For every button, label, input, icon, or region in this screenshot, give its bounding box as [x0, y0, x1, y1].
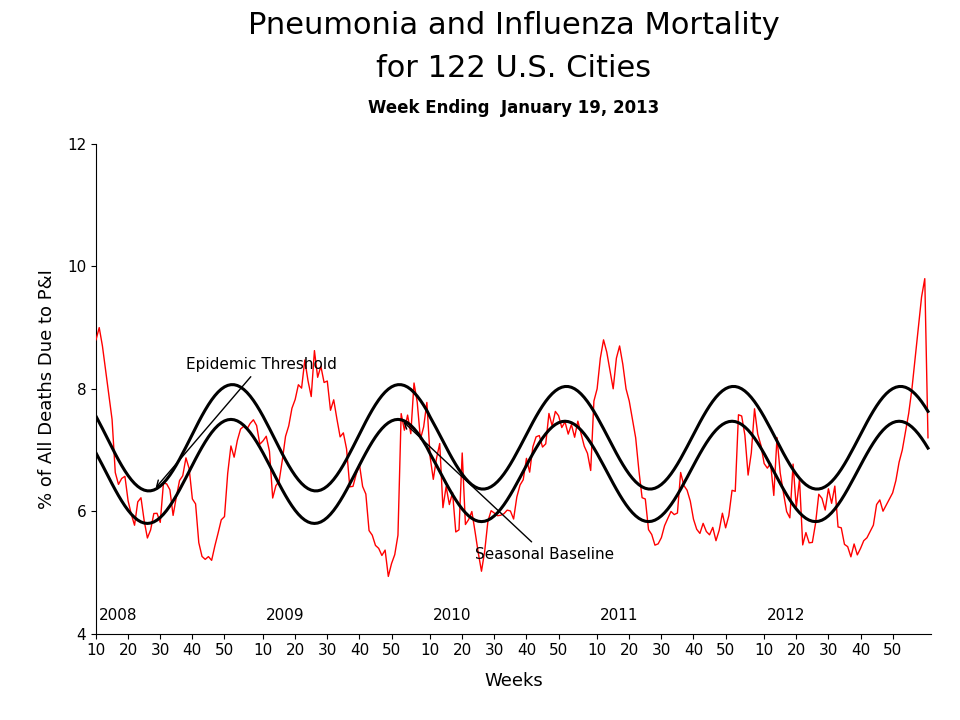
Text: Epidemic Threshold: Epidemic Threshold [156, 357, 337, 487]
Text: 2011: 2011 [600, 608, 638, 623]
Text: 2009: 2009 [266, 608, 305, 623]
Text: 2008: 2008 [99, 608, 137, 623]
Y-axis label: % of All Deaths Due to P&I: % of All Deaths Due to P&I [37, 269, 56, 509]
Text: Week Ending  January 19, 2013: Week Ending January 19, 2013 [368, 99, 660, 117]
Text: Pneumonia and Influenza Mortality: Pneumonia and Influenza Mortality [248, 11, 780, 40]
Text: 2012: 2012 [767, 608, 805, 623]
X-axis label: Weeks: Weeks [484, 672, 543, 690]
Text: 2010: 2010 [433, 608, 471, 623]
Text: for 122 U.S. Cities: for 122 U.S. Cities [376, 54, 651, 83]
Text: Seasonal Baseline: Seasonal Baseline [404, 423, 614, 562]
